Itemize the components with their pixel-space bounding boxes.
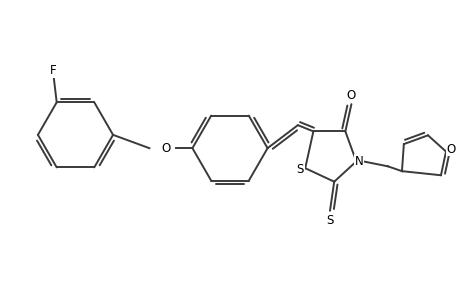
- Text: O: O: [445, 142, 454, 156]
- Text: N: N: [354, 155, 363, 168]
- Text: F: F: [50, 64, 57, 77]
- Text: S: S: [296, 163, 303, 176]
- Text: S: S: [325, 214, 333, 227]
- Text: O: O: [346, 88, 355, 102]
- Text: O: O: [162, 142, 171, 155]
